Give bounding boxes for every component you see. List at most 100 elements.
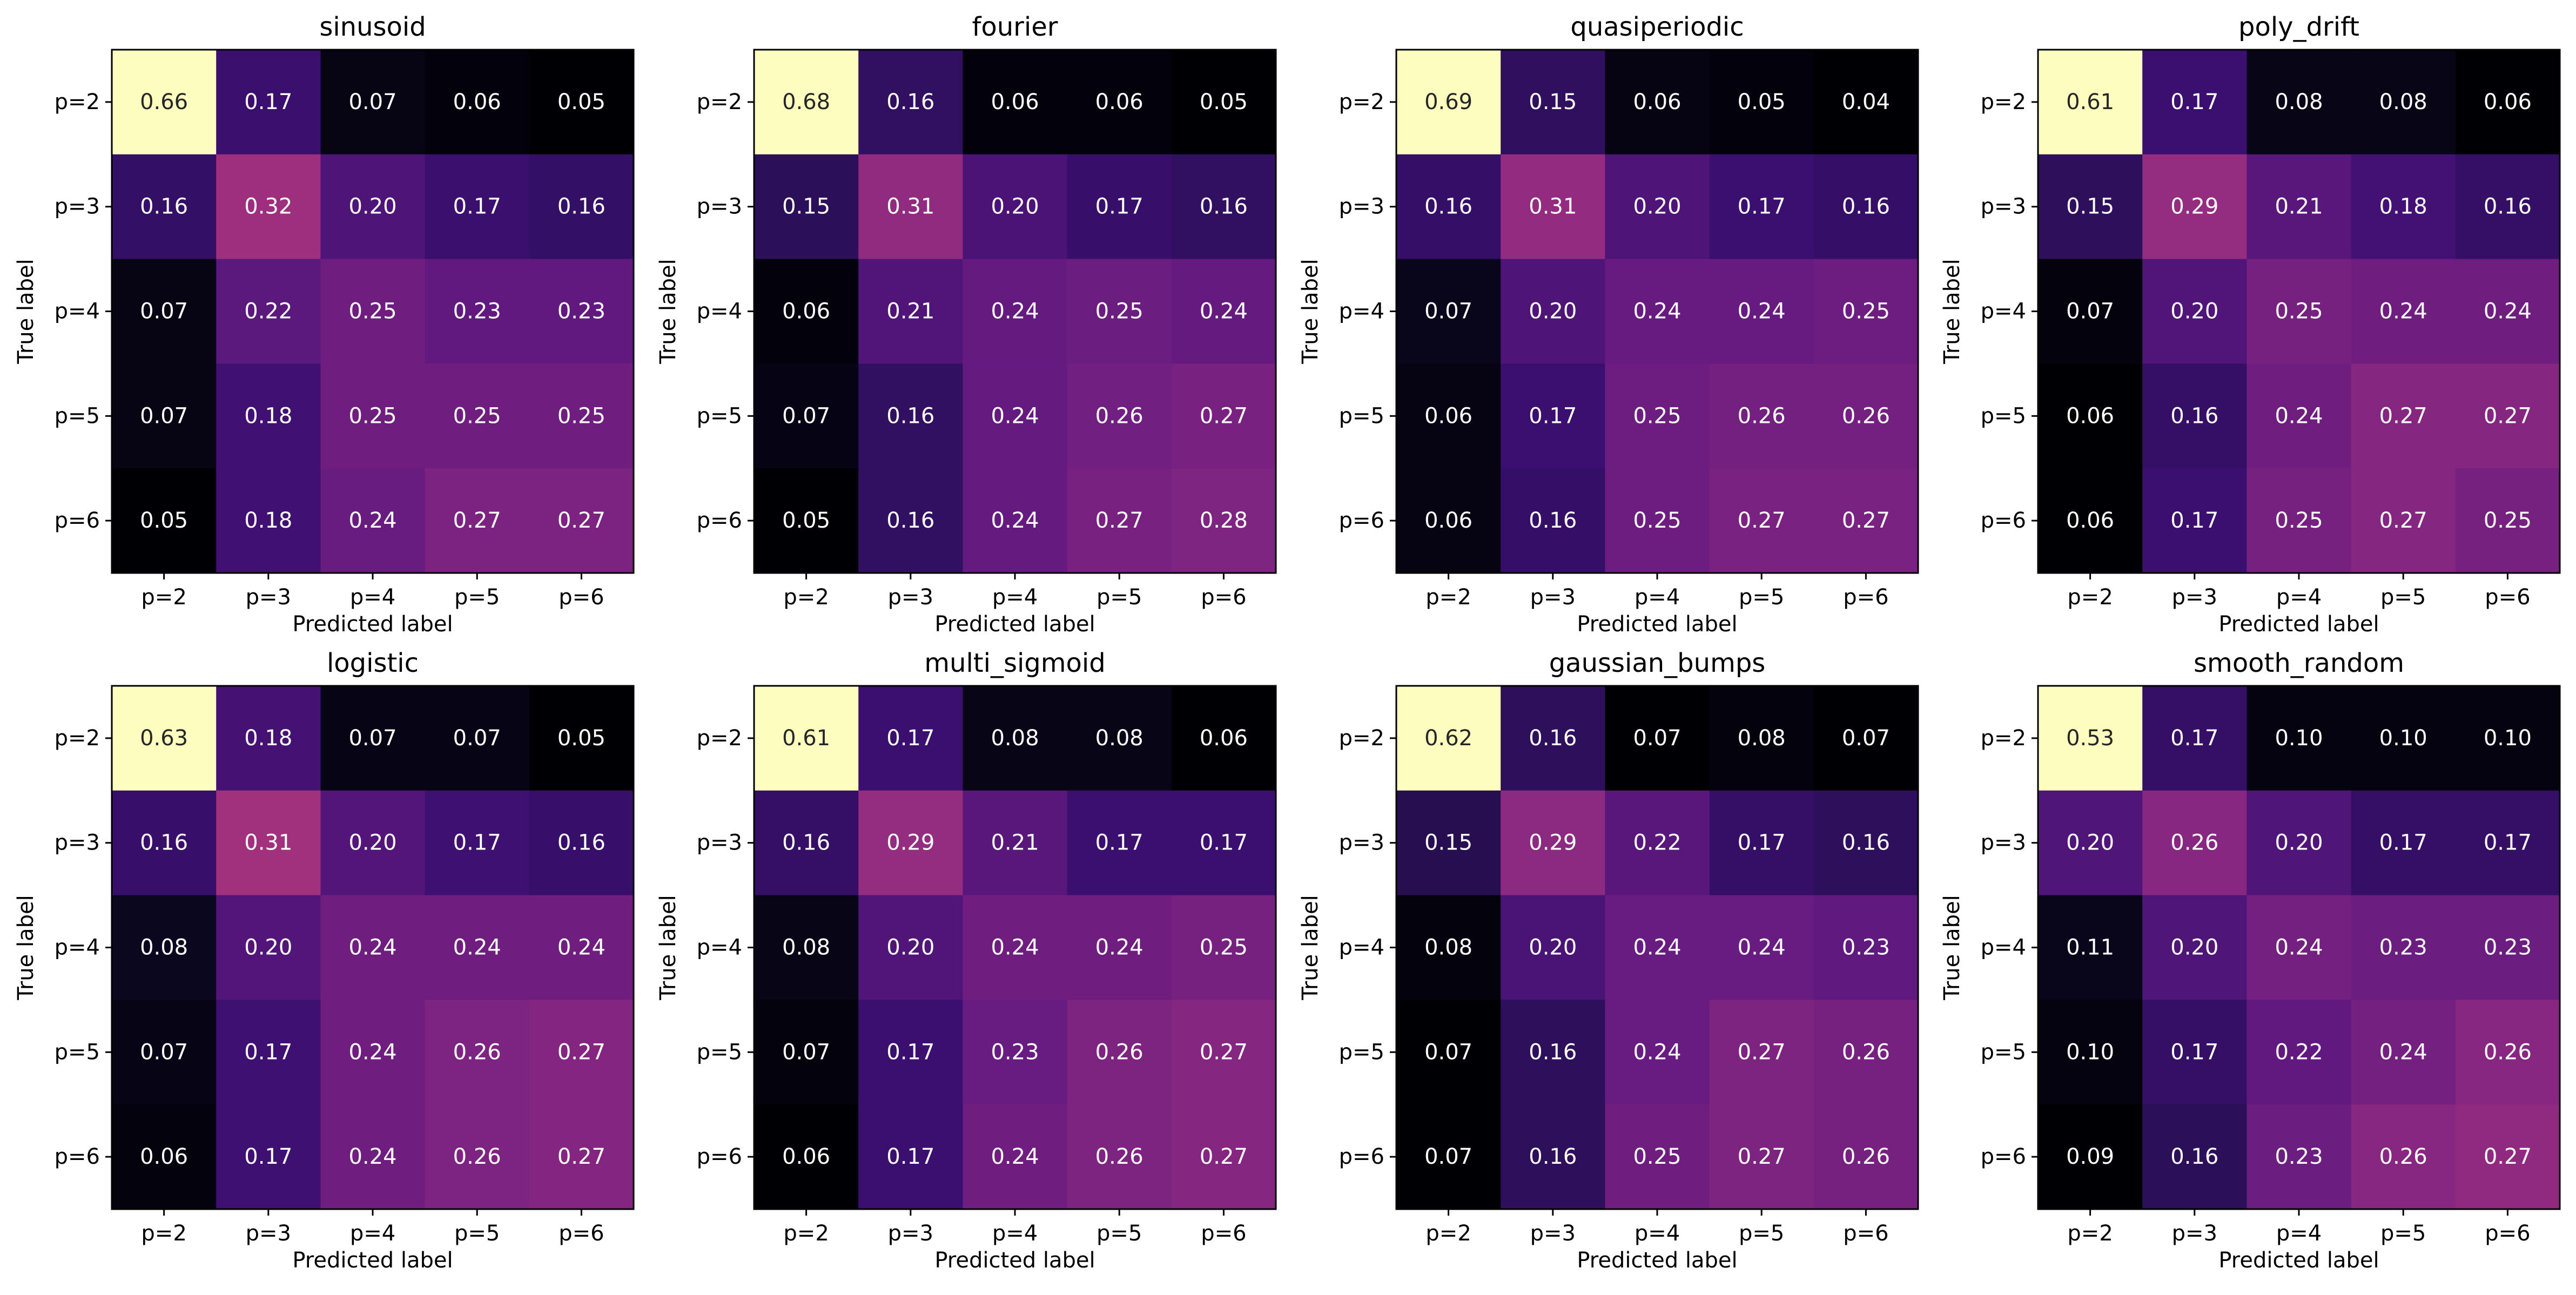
heatmap-cell bbox=[2142, 686, 2247, 791]
cell-value-label: 0.25 bbox=[2275, 508, 2323, 533]
cell-value-label: 0.16 bbox=[1200, 194, 1248, 219]
heatmap-cell bbox=[858, 50, 963, 155]
cell-value-label: 0.17 bbox=[886, 1040, 934, 1064]
y-tick-label: p=3 bbox=[55, 194, 100, 219]
heatmap-cell bbox=[2247, 1000, 2352, 1105]
heatmap-cell bbox=[320, 259, 426, 364]
x-tick-label: p=4 bbox=[1635, 585, 1680, 610]
x-tick-label: p=6 bbox=[559, 1221, 604, 1246]
cell-value-label: 0.21 bbox=[991, 831, 1039, 855]
heatmap-cell bbox=[529, 259, 634, 364]
heatmap-cell bbox=[112, 50, 217, 155]
x-tick-label: p=2 bbox=[783, 585, 829, 610]
cell-value-label: 0.25 bbox=[1095, 299, 1144, 324]
panel-title: poly_drift bbox=[2238, 12, 2359, 42]
cell-value-label: 0.63 bbox=[140, 726, 188, 751]
heatmap-cell bbox=[2351, 895, 2456, 1000]
x-tick-label: p=6 bbox=[2485, 585, 2530, 610]
cell-value-label: 0.23 bbox=[2379, 935, 2427, 960]
y-axis-label: True label bbox=[14, 895, 38, 1000]
y-tick-label: p=2 bbox=[697, 90, 742, 114]
y-axis-label: True label bbox=[1298, 895, 1323, 1000]
cell-value-label: 0.25 bbox=[348, 403, 396, 428]
heatmap-cell bbox=[1709, 154, 1814, 260]
heatmap-cell bbox=[1501, 895, 1605, 1000]
cell-value-label: 0.25 bbox=[2484, 508, 2532, 533]
cell-value-label: 0.17 bbox=[453, 194, 501, 219]
heatmap-cell bbox=[1605, 1104, 1710, 1210]
y-tick-label: p=6 bbox=[1339, 508, 1384, 533]
x-tick-label: p=4 bbox=[2276, 1221, 2322, 1246]
y-tick-label: p=4 bbox=[1339, 935, 1384, 960]
cell-value-label: 0.24 bbox=[2275, 403, 2323, 428]
heatmap-cell bbox=[216, 1000, 321, 1105]
cell-value-label: 0.06 bbox=[2484, 90, 2532, 114]
x-axis-label: Predicted label bbox=[934, 1248, 1095, 1273]
cell-value-label: 0.23 bbox=[2484, 935, 2532, 960]
x-tick-label: p=2 bbox=[1425, 585, 1471, 610]
y-axis-label: True label bbox=[656, 259, 681, 364]
heatmap-cell bbox=[529, 50, 634, 155]
x-axis-label: Predicted label bbox=[292, 612, 453, 637]
cell-value-label: 0.27 bbox=[1200, 1040, 1248, 1064]
heatmap-panel-multi-sigmoid: 0.61 0.17 0.08 0.08 0.06 0.16 0.29 0.21 0.17 0.17… bbox=[656, 648, 1277, 1273]
cell-value-label: 0.26 bbox=[453, 1144, 501, 1169]
heatmap-cell bbox=[2351, 790, 2456, 896]
heatmap-panel-poly-drift: 0.61 0.17 0.08 0.08 0.06 0.15 0.29 0.21 0.18 0.16… bbox=[1940, 12, 2561, 637]
cell-value-label: 0.07 bbox=[2066, 299, 2114, 324]
heatmap-cell bbox=[858, 1000, 963, 1105]
cell-value-label: 0.08 bbox=[2379, 90, 2427, 114]
y-tick-label: p=5 bbox=[1981, 1040, 2026, 1064]
cell-value-label: 0.61 bbox=[782, 726, 830, 751]
cell-value-label: 0.20 bbox=[348, 831, 396, 855]
heatmap-cell bbox=[425, 790, 530, 896]
cell-value-label: 0.17 bbox=[244, 90, 292, 114]
heatmap-cell bbox=[1171, 790, 1276, 896]
cell-value-label: 0.23 bbox=[1842, 935, 1890, 960]
cell-value-label: 0.20 bbox=[2170, 299, 2218, 324]
cell-value-label: 0.62 bbox=[1424, 726, 1472, 751]
x-tick-label: p=3 bbox=[1530, 1221, 1576, 1246]
cell-value-label: 0.16 bbox=[557, 194, 606, 219]
cell-value-label: 0.25 bbox=[1633, 1144, 1681, 1169]
heatmap-cell bbox=[963, 895, 1068, 1000]
heatmap-cell bbox=[963, 686, 1068, 791]
cell-value-label: 0.26 bbox=[2170, 831, 2218, 855]
heatmap-cell bbox=[1171, 1104, 1276, 1210]
cell-value-label: 0.23 bbox=[453, 299, 501, 324]
cell-value-label: 0.24 bbox=[991, 935, 1039, 960]
cell-value-label: 0.27 bbox=[2484, 1144, 2532, 1169]
cell-value-label: 0.05 bbox=[140, 508, 188, 533]
heatmap-cell bbox=[1813, 50, 1919, 155]
heatmap-cell bbox=[425, 686, 530, 791]
cell-value-label: 0.05 bbox=[557, 90, 606, 114]
y-tick-label: p=3 bbox=[1981, 194, 2026, 219]
x-tick-label: p=2 bbox=[141, 1221, 186, 1246]
cell-value-label: 0.16 bbox=[1842, 194, 1890, 219]
heatmap-cell bbox=[754, 468, 859, 574]
heatmap-cell bbox=[320, 1104, 426, 1210]
cell-value-label: 0.16 bbox=[886, 90, 934, 114]
heatmap-cell bbox=[963, 468, 1068, 574]
cell-value-label: 0.17 bbox=[886, 726, 934, 751]
cell-value-label: 0.24 bbox=[991, 299, 1039, 324]
x-tick-label: p=4 bbox=[1635, 1221, 1680, 1246]
heatmap-cell bbox=[529, 1000, 634, 1105]
heatmap-cell bbox=[320, 154, 426, 260]
heatmap-cell bbox=[1396, 468, 1501, 574]
cell-value-label: 0.15 bbox=[1424, 831, 1472, 855]
cell-value-label: 0.20 bbox=[2066, 831, 2114, 855]
heatmap-cell bbox=[858, 1104, 963, 1210]
heatmap-cell bbox=[1605, 468, 1710, 574]
cell-value-label: 0.20 bbox=[1633, 194, 1681, 219]
heatmap-cell bbox=[1501, 790, 1605, 896]
heatmap-cell bbox=[858, 154, 963, 260]
x-tick-label: p=4 bbox=[350, 585, 395, 610]
cell-value-label: 0.20 bbox=[1529, 299, 1577, 324]
heatmap-cell bbox=[425, 1104, 530, 1210]
heatmap-cell bbox=[963, 154, 1068, 260]
cell-value-label: 0.17 bbox=[1738, 831, 1786, 855]
cell-value-label: 0.28 bbox=[1200, 508, 1248, 533]
cell-value-label: 0.08 bbox=[2275, 90, 2323, 114]
